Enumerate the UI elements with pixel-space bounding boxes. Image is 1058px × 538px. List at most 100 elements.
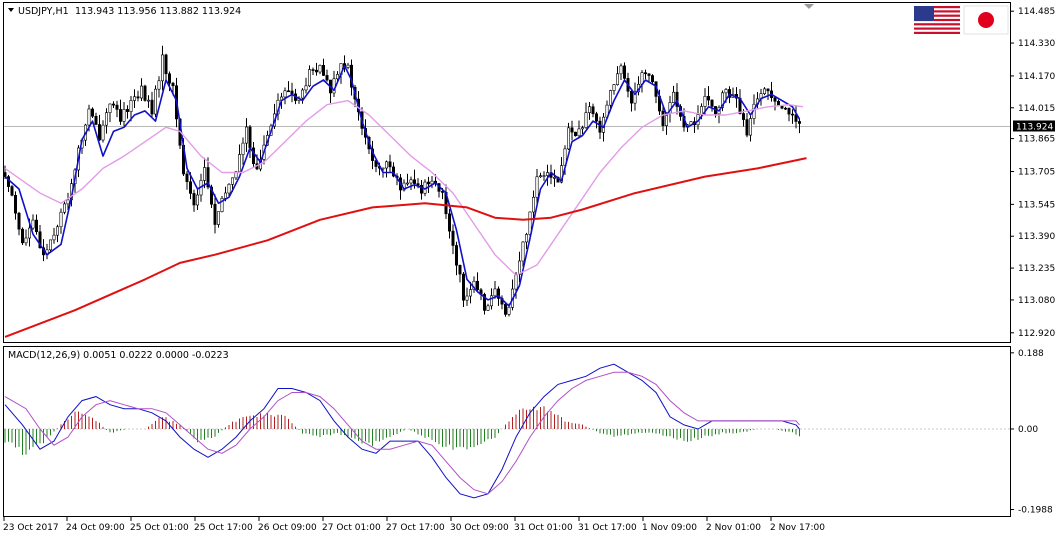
- time-tick-label: 26 Oct 09:00: [258, 523, 317, 533]
- price-tick-label: 113.235: [1018, 264, 1055, 274]
- candle-body: [787, 107, 791, 115]
- candle-body: [587, 106, 591, 113]
- candle-body: [161, 54, 165, 82]
- candle-body: [381, 167, 385, 170]
- price-tick-label: 113.865: [1018, 135, 1055, 145]
- candle-body: [203, 167, 207, 181]
- candle-body: [412, 179, 416, 184]
- candle-body: [612, 84, 616, 91]
- candle-body: [154, 88, 158, 115]
- candle-body: [129, 100, 133, 112]
- candle-body: [224, 192, 228, 199]
- price-tick-label: 114.485: [1018, 7, 1055, 17]
- candle-body: [150, 99, 154, 115]
- time-axis: 23 Oct 2017 24 Oct 09:00 25 Oct 01:00 25 Oc…: [3, 517, 825, 533]
- candle-body: [797, 121, 801, 124]
- symbol-label: USDJPY,H1: [18, 6, 69, 17]
- chart-header: USDJPY,H1 113.943 113.956 113.882 113.92…: [8, 6, 241, 17]
- candle-body: [168, 73, 172, 84]
- candle-body: [538, 175, 542, 178]
- candle-body: [17, 212, 21, 230]
- candle-body: [59, 211, 63, 228]
- moving-averages: [4, 64, 807, 338]
- candle-body: [542, 175, 546, 177]
- candle-body: [241, 142, 245, 155]
- macd-header: MACD(12,26,9) 0.0051 0.0222 0.0000 -0.02…: [8, 350, 229, 361]
- scroll-marker-icon[interactable]: [804, 4, 814, 9]
- candle-body: [143, 85, 147, 101]
- candle-body: [577, 128, 581, 137]
- macd-lines: [4, 363, 800, 499]
- candle-body: [147, 99, 151, 102]
- candle-body: [608, 90, 612, 106]
- candle-body: [573, 131, 577, 137]
- candle-body: [14, 195, 18, 214]
- candle-body: [524, 234, 528, 243]
- candle-body: [210, 186, 214, 205]
- candle-body: [318, 65, 322, 73]
- candle-body: [133, 96, 137, 101]
- candle-body: [748, 118, 752, 136]
- candle-body: [741, 113, 745, 120]
- macd-pane[interactable]: 0.188 0.00 -0.1988 MACD(12,26,9) 0.0051 0.…: [3, 346, 1054, 517]
- candle-body: [192, 193, 196, 206]
- price-tick-label: 113.705: [1018, 167, 1055, 177]
- candle-body: [776, 100, 780, 106]
- candle-body: [514, 273, 518, 290]
- time-tick-label: 31 Oct 17:00: [578, 523, 637, 533]
- candle-body: [405, 182, 409, 185]
- candle-body: [486, 305, 490, 311]
- candle-body: [31, 219, 35, 229]
- candle-body: [517, 260, 521, 275]
- candle-body: [248, 126, 252, 149]
- candle-body: [598, 120, 602, 133]
- candle-body: [650, 75, 654, 83]
- candle-body: [535, 176, 539, 198]
- slow-ma-line: [4, 99, 804, 276]
- macd-pane-frame: [3, 346, 1011, 517]
- candle-body: [409, 179, 413, 184]
- candle-body: [783, 107, 787, 110]
- price-tick-label: 114.015: [1018, 104, 1055, 114]
- candle-body: [346, 64, 350, 68]
- candle-body: [157, 80, 161, 90]
- candle-body: [10, 186, 14, 196]
- price-pane[interactable]: 114.485 114.330 114.170 114.015 113.865 113.7…: [3, 2, 1056, 343]
- candle-body: [101, 124, 105, 141]
- price-tick-label: 114.170: [1018, 72, 1055, 82]
- candle-body: [661, 110, 665, 126]
- candle-body: [430, 180, 434, 185]
- macd-axis: 0.188 0.00 -0.1988: [1010, 349, 1053, 515]
- macd-main-line: [4, 363, 800, 499]
- candle-body: [647, 73, 651, 76]
- candle-body: [196, 194, 200, 206]
- candle-body: [727, 89, 731, 98]
- time-tick-label: 2 Nov 01:00: [706, 523, 761, 533]
- candle-body: [447, 213, 451, 232]
- candle-body: [231, 177, 235, 185]
- time-tick-label: 27 Oct 17:00: [386, 523, 445, 533]
- candle-body: [122, 109, 126, 122]
- macd-signal-line: [4, 371, 800, 495]
- candle-body: [136, 96, 140, 99]
- candle-body: [426, 181, 430, 185]
- dropdown-triangle-icon[interactable]: [8, 8, 14, 12]
- candle-body: [140, 85, 144, 99]
- candle-body: [189, 181, 193, 194]
- candle-body: [493, 288, 497, 297]
- candle-body: [643, 72, 647, 75]
- candle-body: [304, 85, 308, 91]
- candle-body: [34, 219, 38, 233]
- candle-body: [314, 69, 318, 73]
- candle-body: [416, 183, 420, 186]
- macd-tick-label: -0.1988: [1018, 505, 1053, 515]
- candle-body: [615, 73, 619, 85]
- macd-tick-label: 0.188: [1018, 349, 1044, 359]
- candle-body: [227, 183, 231, 194]
- candle-body: [545, 172, 549, 176]
- candle-body: [766, 88, 770, 92]
- candle-body: [619, 65, 623, 75]
- candle-body: [594, 113, 598, 122]
- candle-body: [465, 295, 469, 301]
